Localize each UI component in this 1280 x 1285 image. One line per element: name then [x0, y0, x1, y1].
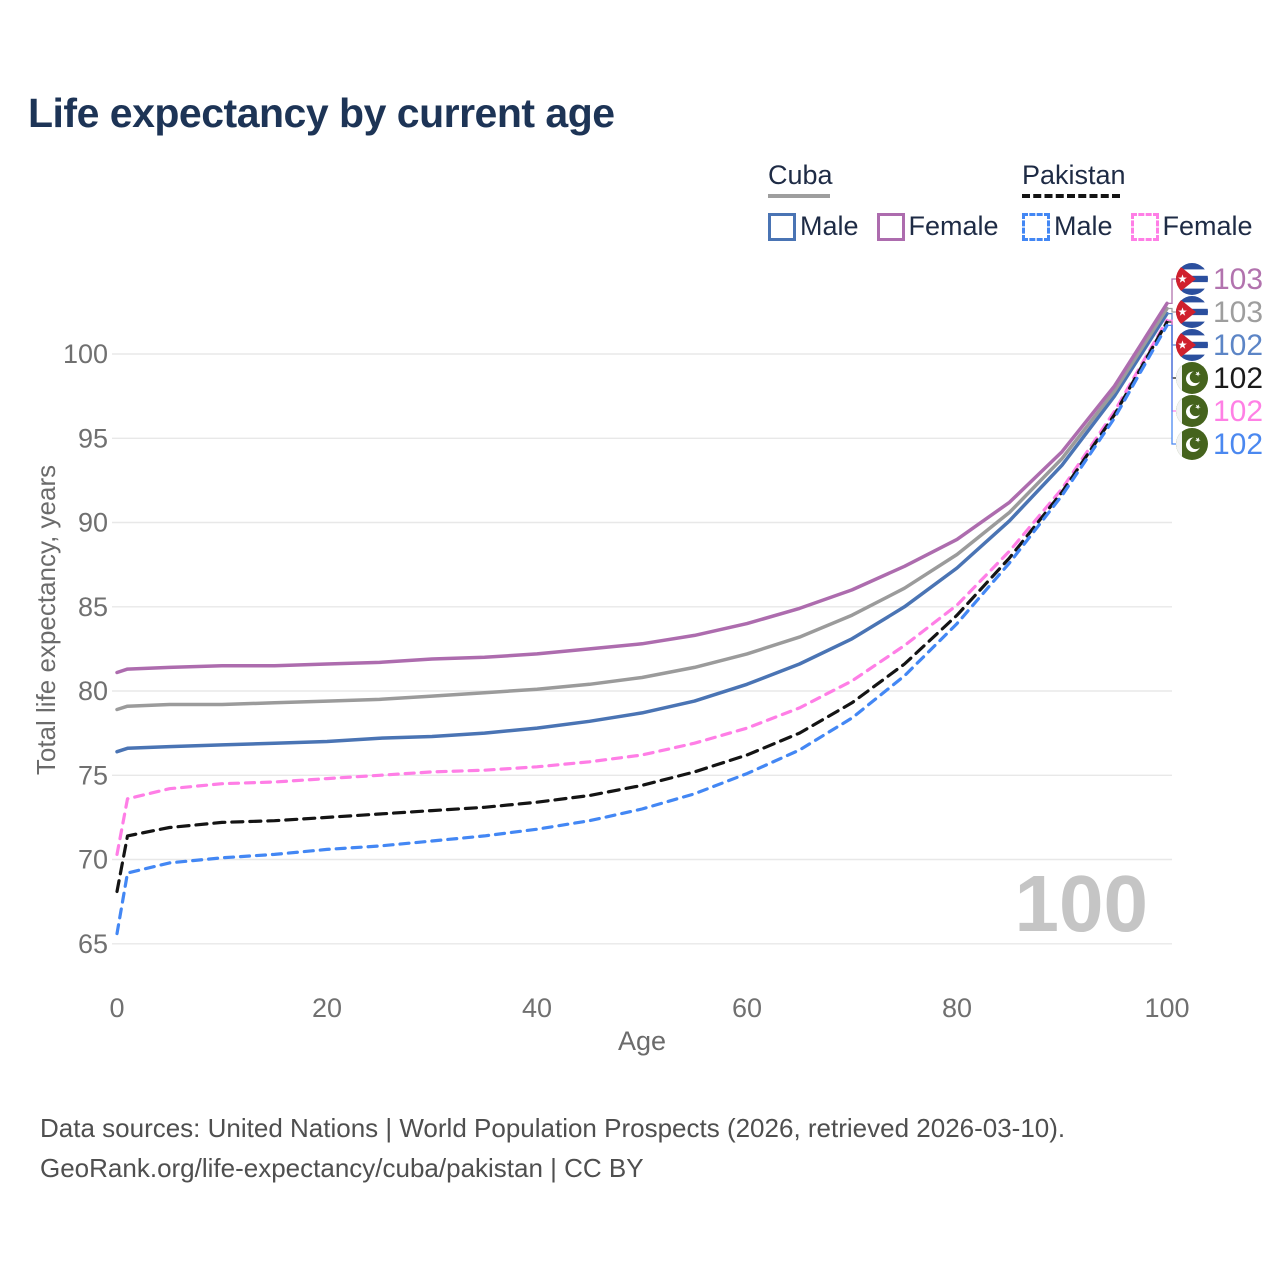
pakistan-flag-icon: [1176, 428, 1208, 460]
y-tick-label: 85: [78, 592, 108, 622]
x-tick-label: 0: [109, 993, 124, 1023]
y-tick-label: 80: [78, 676, 108, 706]
legend-label-cuba-female: Female: [908, 211, 999, 241]
x-axis-title: Age: [617, 1026, 667, 1056]
legend-item-pakistan-male[interactable]: Male: [1022, 211, 1113, 242]
y-tick-label: 75: [78, 760, 108, 790]
legend-item-pakistan-female[interactable]: Female: [1130, 211, 1253, 242]
end-value-label: 102: [1213, 428, 1263, 461]
y-tick-label: 65: [78, 929, 108, 959]
footer-sources-line: Data sources: United Nations | World Pop…: [40, 1113, 1066, 1143]
legend-country-cuba: Cuba: [768, 160, 833, 190]
footer-attribution-line: GeoRank.org/life-expectancy/cuba/pakista…: [40, 1153, 644, 1183]
legend-underline-pakistan-dashed: [1022, 194, 1120, 198]
y-tick-label: 90: [78, 508, 108, 538]
cuba-female-swatch-icon: [876, 212, 905, 241]
series-line-pakistan-male[interactable]: [115, 323, 1169, 936]
x-tick-label: 60: [732, 993, 762, 1023]
end-value-label: 103: [1213, 296, 1263, 329]
y-axis-title: Total life expectancy, years: [31, 464, 61, 776]
y-tick-label: 95: [78, 423, 108, 453]
cuba-flag-icon: [1176, 296, 1208, 328]
legend-label-cuba-male: Male: [800, 211, 859, 241]
series-line-pakistan-both[interactable]: [115, 320, 1169, 894]
legend-item-cuba-female[interactable]: Female: [876, 211, 999, 242]
cuba-male-swatch-icon: [768, 212, 796, 241]
leader-line: [1167, 278, 1177, 305]
end-value-label: 102: [1213, 362, 1263, 395]
leader-line: [1167, 324, 1177, 445]
page-title: Life expectancy by current age: [28, 90, 615, 136]
cuba-flag-icon: [1176, 263, 1208, 295]
x-tick-label: 80: [942, 993, 972, 1023]
x-tick-label: 40: [522, 993, 552, 1023]
y-tick-label: 100: [63, 339, 108, 369]
end-value-label: 102: [1213, 395, 1263, 428]
pakistan-male-swatch-icon: [1022, 212, 1050, 241]
series-line-pakistan-female[interactable]: [115, 318, 1169, 857]
legend-country-pakistan: Pakistan: [1022, 160, 1126, 190]
legend-group-pakistan: Pakistan Male Female: [1022, 160, 1253, 242]
pakistan-flag-icon: [1176, 395, 1208, 427]
legend-underline-cuba-solid: [768, 194, 830, 198]
leader-line: [1167, 307, 1177, 313]
legend-item-cuba-male[interactable]: Male: [768, 211, 859, 242]
cuba-flag-icon: [1176, 329, 1208, 361]
pakistan-flag-icon: [1176, 362, 1208, 394]
x-tick-label: 100: [1144, 993, 1189, 1023]
x-tick-label: 20: [312, 993, 342, 1023]
legend-label-pakistan-female: Female: [1162, 211, 1253, 241]
legend-label-pakistan-male: Male: [1054, 211, 1113, 241]
hovered-age-watermark: 100: [1014, 859, 1148, 948]
series-line-cuba-female[interactable]: [115, 301, 1169, 675]
y-tick-label: 70: [78, 845, 108, 875]
pakistan-female-swatch-icon: [1130, 212, 1159, 241]
footer: Data sources: United Nations | World Pop…: [40, 1108, 1065, 1188]
end-value-label: 103: [1213, 263, 1263, 296]
series-line-cuba-both[interactable]: [115, 306, 1169, 712]
legend-group-cuba: Cuba Male Female: [768, 160, 999, 242]
end-value-label: 102: [1213, 329, 1263, 362]
series-line-cuba-male[interactable]: [115, 311, 1169, 754]
